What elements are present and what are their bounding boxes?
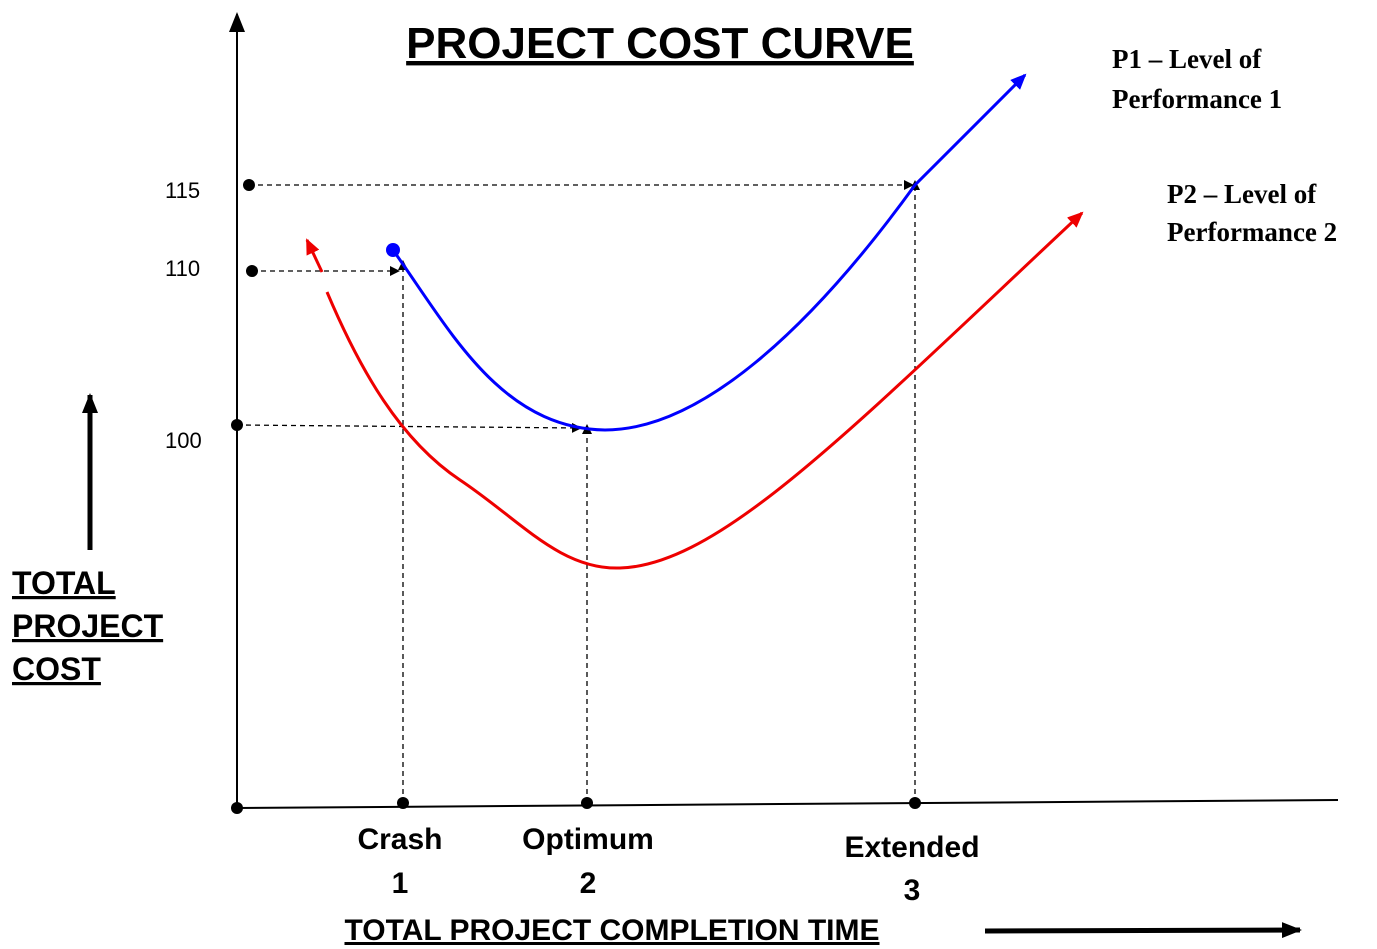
- curve-p2: [325, 211, 1084, 570]
- cost-level: 115: [165, 178, 200, 203]
- time-point: Crash: [357, 823, 442, 856]
- curve-label: P2 – Level of: [1167, 179, 1317, 209]
- y-axis-label: COST: [12, 651, 101, 687]
- time-point-number: 3: [904, 874, 921, 907]
- axes: [82, 12, 1339, 939]
- curve-label: P1 – Level of: [1112, 44, 1262, 74]
- cost-level: 100: [165, 428, 202, 453]
- x-axis-label: TOTAL PROJECT COMPLETION TIME: [344, 914, 879, 947]
- cost-level: 110: [165, 256, 200, 281]
- y-axis-label: TOTAL: [12, 565, 116, 601]
- curve-label: Performance 1: [1112, 84, 1282, 114]
- curve-p2-arrow: [305, 238, 324, 273]
- curve-start: [386, 243, 400, 257]
- time-point-number: 2: [580, 867, 597, 900]
- curve-p1: [391, 73, 1027, 432]
- time-point: Optimum: [522, 823, 654, 856]
- points: [231, 179, 921, 814]
- curve-label: Performance 2: [1167, 217, 1337, 247]
- title: PROJECT COST CURVE: [406, 19, 914, 68]
- y-axis-label: PROJECT: [12, 608, 164, 644]
- time-point: Extended: [844, 831, 979, 864]
- guides: [236, 180, 920, 803]
- time-point-number: 1: [392, 867, 409, 900]
